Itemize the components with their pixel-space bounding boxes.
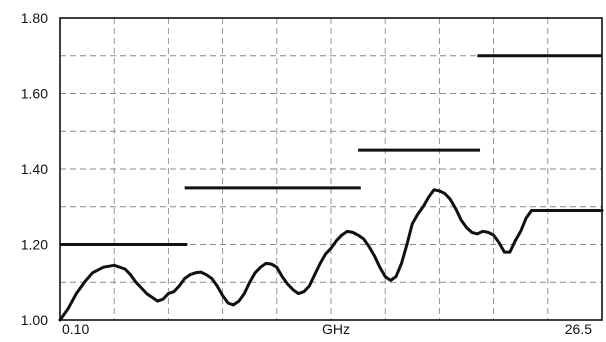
x-tick-label-right: 26.5	[565, 321, 592, 337]
series-line	[58, 188, 604, 322]
y-tick-label: 1.60	[21, 86, 48, 102]
y-tick-label: 1.20	[21, 237, 48, 253]
y-tick-label: 1.00	[21, 312, 48, 328]
plot-frame	[59, 17, 603, 321]
y-tick-labels: 1.00 1.20 1.40 1.60 1.80	[21, 10, 48, 328]
y-tick-label: 1.80	[21, 10, 48, 26]
limit-lines	[60, 54, 602, 246]
x-tick-labels: 0.10 GHz 26.5	[62, 321, 592, 337]
y-tick-label: 1.40	[21, 161, 48, 177]
x-axis-label: GHz	[322, 321, 350, 337]
series-layer	[58, 188, 604, 322]
x-tick-label-left: 0.10	[62, 321, 89, 337]
grid	[60, 18, 602, 320]
